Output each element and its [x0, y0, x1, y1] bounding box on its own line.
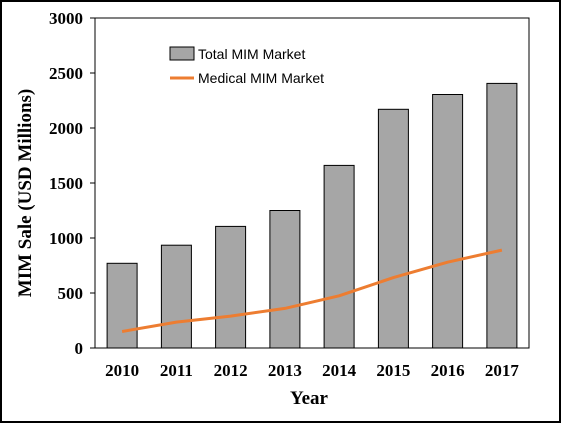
legend: Total MIM Market Medical MIM Market [169, 46, 324, 86]
bar-2016 [432, 94, 464, 349]
x-tick-label: 2017 [485, 361, 520, 380]
bar-2011 [160, 244, 192, 349]
bar-2014 [323, 164, 355, 349]
x-tick-label: 2013 [268, 361, 302, 380]
x-tick-label: 2015 [376, 361, 410, 380]
legend-label-medical: Medical MIM Market [198, 70, 324, 86]
y-tick-label: 0 [75, 339, 84, 358]
x-tick-label: 2010 [105, 361, 139, 380]
bar-2017 [486, 82, 518, 349]
x-tick-label: 2012 [214, 361, 248, 380]
legend-swatch-total [169, 46, 195, 61]
bar-series [106, 82, 518, 349]
y-tick-label: 1500 [49, 174, 83, 193]
x-axis-title: Year [290, 388, 329, 409]
x-tick-label: 2014 [322, 361, 357, 380]
bar-2015 [377, 108, 409, 349]
y-tick-label: 2500 [49, 64, 83, 83]
x-axis: 2010 2011 2012 2013 2014 2015 2016 2017 [105, 361, 519, 380]
x-tick-label: 2016 [431, 361, 465, 380]
y-tick-label: 3000 [49, 9, 83, 28]
bar-2010 [106, 262, 138, 349]
plot-area-border [94, 17, 530, 349]
y-tick-label: 2000 [49, 119, 83, 138]
y-axis-title: MIM Sale (USD Millions) [15, 89, 36, 297]
line-series-medical [121, 248, 503, 333]
x-tick-label: 2011 [160, 361, 193, 380]
bar-2013 [269, 210, 301, 349]
y-tick-label: 500 [58, 284, 84, 303]
bar-2012 [215, 225, 247, 349]
y-tick-label: 1000 [49, 229, 83, 248]
y-axis: 0 500 1000 1500 2000 2500 3000 [49, 9, 96, 358]
legend-label-total: Total MIM Market [198, 46, 305, 62]
